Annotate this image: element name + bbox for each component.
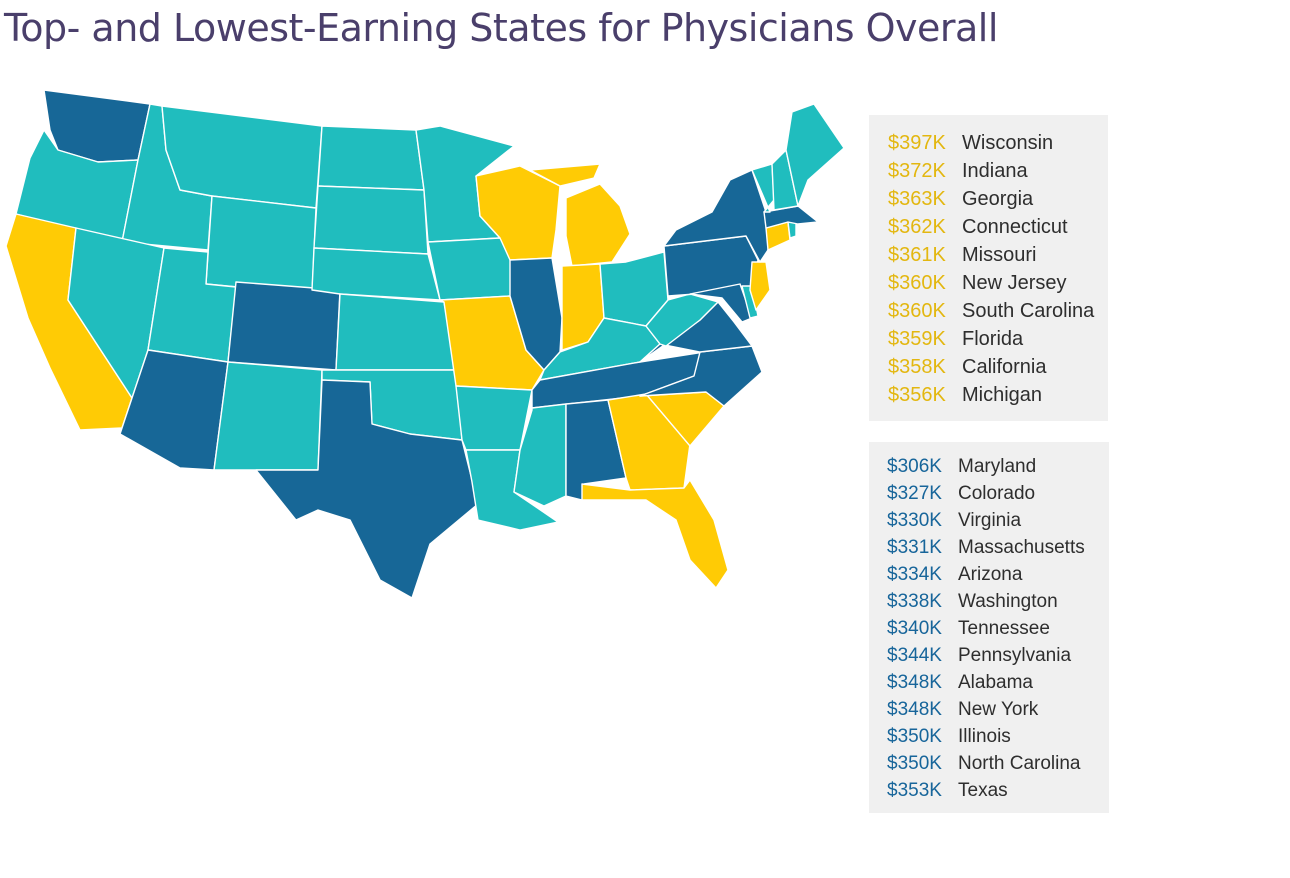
salary-amount: $358K	[888, 356, 946, 378]
state-iowa	[427, 237, 517, 301]
list-item: $330K Virginia	[887, 510, 1109, 537]
list-item: $361K Missouri	[888, 244, 1108, 272]
list-item: $327K Colorado	[887, 483, 1109, 510]
state-new-mexico	[213, 361, 323, 471]
state-name: North Carolina	[958, 753, 1081, 774]
list-item: $360K New Jersey	[888, 272, 1108, 300]
state-nebraska	[311, 247, 441, 301]
state-name: Tennessee	[958, 618, 1050, 639]
state-name: Connecticut	[962, 216, 1068, 238]
list-item: $350K Illinois	[887, 726, 1109, 753]
state-name: New York	[958, 699, 1039, 720]
state-name: Georgia	[962, 188, 1034, 210]
list-item: $306K Maryland	[887, 456, 1109, 483]
list-item: $372K Indiana	[888, 160, 1108, 188]
list-item: $350K North Carolina	[887, 753, 1109, 780]
list-item: $353K Texas	[887, 780, 1109, 807]
state-wyoming	[205, 195, 317, 295]
salary-amount: $360K	[888, 300, 946, 322]
state-rhode-island	[787, 221, 797, 239]
salary-amount: $327K	[887, 483, 942, 504]
state-florida	[581, 479, 729, 589]
state-name: Indiana	[962, 160, 1028, 182]
state-name: Illinois	[958, 726, 1011, 747]
state-arkansas	[455, 385, 533, 451]
state-west-virginia	[645, 293, 719, 347]
state-name: California	[962, 356, 1047, 378]
state-name: Florida	[962, 328, 1024, 350]
state-name: Texas	[958, 780, 1008, 801]
salary-amount: $350K	[887, 753, 942, 774]
lowest-earning-list: $306K Maryland $327K Colorado $330K Virgini…	[869, 442, 1109, 807]
state-texas	[255, 379, 479, 599]
state-delaware	[741, 285, 759, 319]
list-item: $359K Florida	[888, 328, 1108, 356]
salary-amount: $344K	[887, 645, 942, 666]
list-item: $340K Tennessee	[887, 618, 1109, 645]
lowest-earning-legend: $306K Maryland $327K Colorado $330K Virgini…	[869, 442, 1109, 813]
salary-amount: $330K	[887, 510, 942, 531]
us-states-map	[5, 89, 845, 599]
state-maine	[785, 103, 845, 207]
list-item: $348K New York	[887, 699, 1109, 726]
page-title: Top- and Lowest-Earning States for Physi…	[4, 6, 998, 50]
state-name: Massachusetts	[958, 537, 1085, 558]
list-item: $362K Connecticut	[888, 216, 1108, 244]
state-name: South Carolina	[962, 300, 1095, 322]
state-name: Arizona	[958, 564, 1023, 585]
list-item: $397K Wisconsin	[888, 132, 1108, 160]
state-michigan	[529, 163, 631, 267]
salary-amount: $306K	[887, 456, 942, 477]
state-new-jersey	[749, 261, 771, 311]
salary-amount: $353K	[887, 780, 942, 801]
top-earning-legend: $397K Wisconsin $372K Indiana $363K Georgia…	[869, 115, 1108, 421]
state-name: Michigan	[962, 384, 1043, 406]
list-item: $356K Michigan	[888, 384, 1108, 412]
state-name: Colorado	[958, 483, 1036, 504]
salary-amount: $360K	[888, 272, 946, 294]
salary-amount: $350K	[887, 726, 942, 747]
state-name: Missouri	[962, 244, 1037, 266]
salary-amount: $363K	[888, 188, 946, 210]
salary-amount: $348K	[887, 672, 942, 693]
salary-amount: $331K	[887, 537, 942, 558]
salary-amount: $334K	[887, 564, 942, 585]
list-item: $338K Washington	[887, 591, 1109, 618]
list-item: $334K Arizona	[887, 564, 1109, 591]
salary-amount: $356K	[888, 384, 946, 406]
list-item: $348K Alabama	[887, 672, 1109, 699]
state-name: Washington	[958, 591, 1058, 612]
state-kansas	[335, 293, 457, 371]
state-vermont	[751, 163, 775, 213]
top-earning-list: $397K Wisconsin $372K Indiana $363K Georgia…	[869, 115, 1108, 412]
salary-amount: $361K	[888, 244, 946, 266]
state-maryland	[689, 283, 753, 323]
state-name: Wisconsin	[962, 132, 1054, 154]
list-item: $360K South Carolina	[888, 300, 1108, 328]
salary-amount: $340K	[887, 618, 942, 639]
state-north-dakota	[317, 125, 425, 191]
list-item: $363K Georgia	[888, 188, 1108, 216]
state-colorado	[227, 281, 341, 371]
state-north-carolina	[639, 345, 763, 407]
state-name: Pennsylvania	[958, 645, 1072, 666]
state-south-dakota	[313, 185, 429, 255]
salary-amount: $359K	[888, 328, 946, 350]
salary-amount: $372K	[888, 160, 946, 182]
list-item: $344K Pennsylvania	[887, 645, 1109, 672]
state-name: Virginia	[958, 510, 1022, 531]
salary-amount: $338K	[887, 591, 942, 612]
list-item: $358K California	[888, 356, 1108, 384]
salary-amount: $362K	[888, 216, 946, 238]
salary-amount: $348K	[887, 699, 942, 720]
state-name: New Jersey	[962, 272, 1067, 294]
salary-amount: $397K	[888, 132, 946, 154]
state-name: Alabama	[958, 672, 1033, 693]
list-item: $331K Massachusetts	[887, 537, 1109, 564]
state-name: Maryland	[958, 456, 1037, 477]
